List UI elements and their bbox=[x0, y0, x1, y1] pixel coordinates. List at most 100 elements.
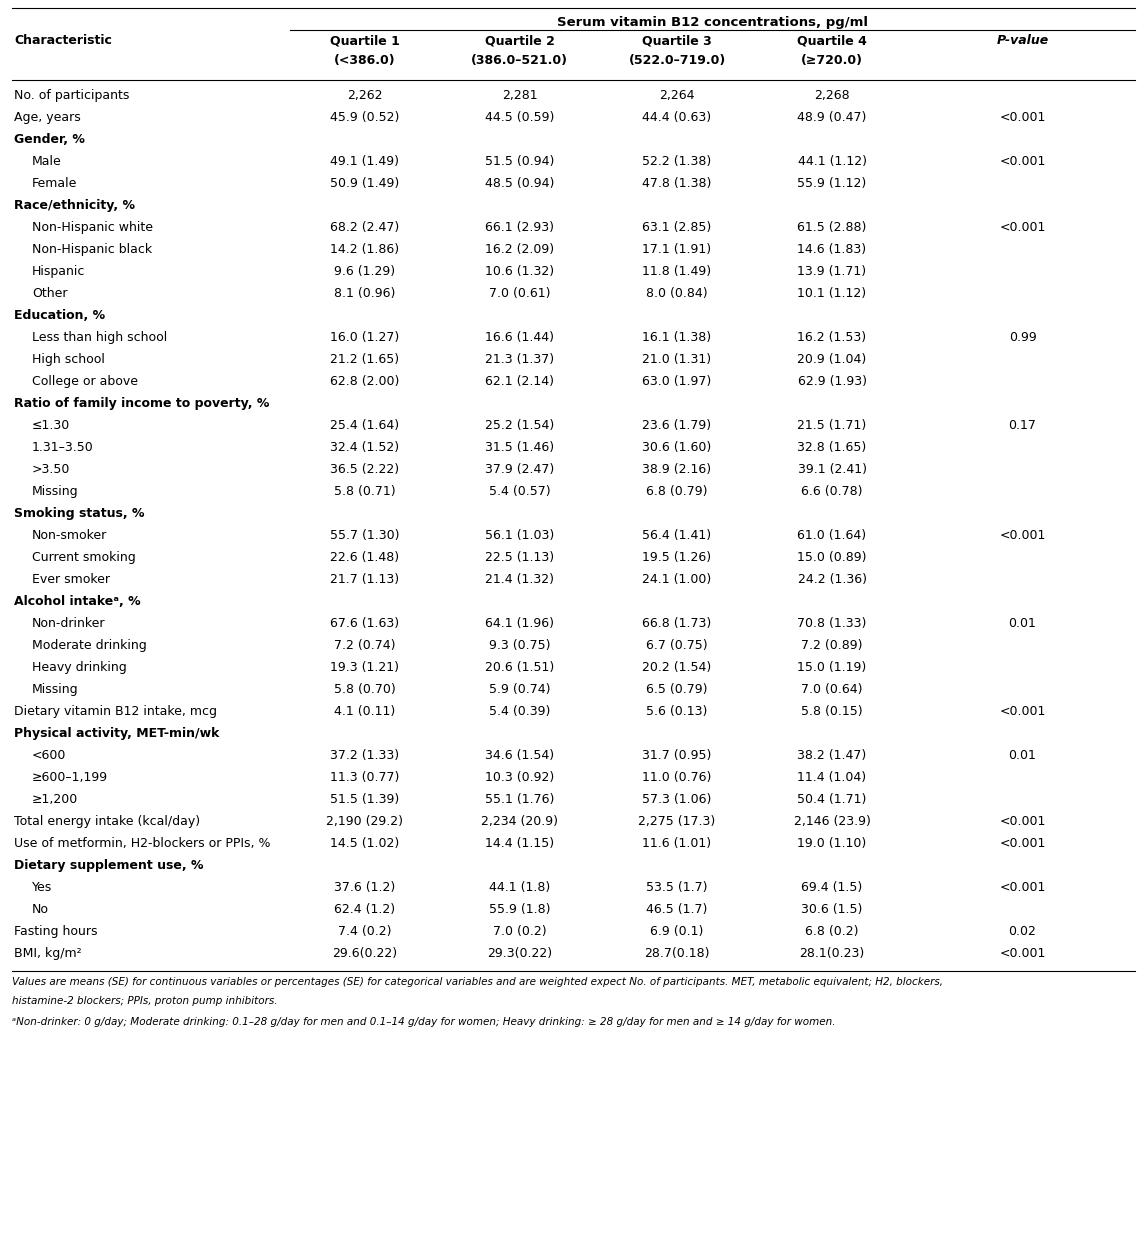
Text: 66.1 (2.93): 66.1 (2.93) bbox=[485, 222, 554, 234]
Text: (522.0–719.0): (522.0–719.0) bbox=[629, 54, 726, 67]
Text: 62.9 (1.93): 62.9 (1.93) bbox=[798, 375, 867, 388]
Text: Total energy intake (kcal/day): Total energy intake (kcal/day) bbox=[14, 815, 200, 828]
Text: 10.6 (1.32): 10.6 (1.32) bbox=[485, 265, 554, 278]
Text: Alcohol intakeᵃ, %: Alcohol intakeᵃ, % bbox=[14, 595, 141, 608]
Text: P-value: P-value bbox=[996, 34, 1049, 47]
Text: 14.6 (1.83): 14.6 (1.83) bbox=[797, 243, 867, 256]
Text: 7.0 (0.61): 7.0 (0.61) bbox=[489, 288, 551, 300]
Text: 0.02: 0.02 bbox=[1009, 925, 1036, 937]
Text: 28.7(0.18): 28.7(0.18) bbox=[645, 947, 710, 960]
Text: 9.3 (0.75): 9.3 (0.75) bbox=[489, 639, 551, 652]
Text: 51.5 (1.39): 51.5 (1.39) bbox=[330, 793, 400, 806]
Text: 0.01: 0.01 bbox=[1009, 749, 1036, 762]
Text: 34.6 (1.54): 34.6 (1.54) bbox=[485, 749, 554, 762]
Text: 16.0 (1.27): 16.0 (1.27) bbox=[330, 331, 400, 344]
Text: 49.1 (1.49): 49.1 (1.49) bbox=[330, 154, 398, 168]
Text: histamine-2 blockers; PPIs, proton pump inhibitors.: histamine-2 blockers; PPIs, proton pump … bbox=[11, 996, 277, 1006]
Text: 32.8 (1.65): 32.8 (1.65) bbox=[797, 441, 867, 454]
Text: 2,234 (20.9): 2,234 (20.9) bbox=[481, 815, 558, 828]
Text: Non-Hispanic white: Non-Hispanic white bbox=[32, 222, 153, 234]
Text: 31.5 (1.46): 31.5 (1.46) bbox=[485, 441, 554, 454]
Text: 39.1 (2.41): 39.1 (2.41) bbox=[798, 463, 867, 476]
Text: High school: High school bbox=[32, 354, 105, 366]
Text: 37.6 (1.2): 37.6 (1.2) bbox=[334, 881, 395, 894]
Text: 2,268: 2,268 bbox=[814, 88, 850, 102]
Text: 44.1 (1.12): 44.1 (1.12) bbox=[798, 154, 867, 168]
Text: 37.2 (1.33): 37.2 (1.33) bbox=[330, 749, 400, 762]
Text: 22.6 (1.48): 22.6 (1.48) bbox=[330, 552, 400, 564]
Text: 9.6 (1.29): 9.6 (1.29) bbox=[334, 265, 395, 278]
Text: 2,281: 2,281 bbox=[502, 88, 537, 102]
Text: 20.6 (1.51): 20.6 (1.51) bbox=[484, 661, 554, 674]
Text: 20.9 (1.04): 20.9 (1.04) bbox=[797, 354, 867, 366]
Text: 23.6 (1.79): 23.6 (1.79) bbox=[642, 420, 711, 432]
Text: 7.4 (0.2): 7.4 (0.2) bbox=[338, 925, 392, 937]
Text: Age, years: Age, years bbox=[14, 111, 81, 124]
Text: 50.4 (1.71): 50.4 (1.71) bbox=[797, 793, 867, 806]
Text: 45.9 (0.52): 45.9 (0.52) bbox=[330, 111, 400, 124]
Text: Hispanic: Hispanic bbox=[32, 265, 86, 278]
Text: 7.0 (0.64): 7.0 (0.64) bbox=[802, 684, 862, 696]
Text: No: No bbox=[32, 903, 49, 916]
Text: Yes: Yes bbox=[32, 881, 53, 894]
Text: 56.1 (1.03): 56.1 (1.03) bbox=[484, 529, 554, 542]
Text: 16.2 (1.53): 16.2 (1.53) bbox=[797, 331, 867, 344]
Text: Male: Male bbox=[32, 154, 62, 168]
Text: Less than high school: Less than high school bbox=[32, 331, 167, 344]
Text: 16.2 (2.09): 16.2 (2.09) bbox=[485, 243, 554, 256]
Text: 22.5 (1.13): 22.5 (1.13) bbox=[485, 552, 554, 564]
Text: 11.8 (1.49): 11.8 (1.49) bbox=[642, 265, 711, 278]
Text: 24.2 (1.36): 24.2 (1.36) bbox=[798, 573, 867, 586]
Text: Serum vitamin B12 concentrations, pg/ml: Serum vitamin B12 concentrations, pg/ml bbox=[556, 16, 868, 29]
Text: (<386.0): (<386.0) bbox=[333, 54, 395, 67]
Text: 66.8 (1.73): 66.8 (1.73) bbox=[642, 618, 712, 630]
Text: 30.6 (1.5): 30.6 (1.5) bbox=[802, 903, 862, 916]
Text: Heavy drinking: Heavy drinking bbox=[32, 661, 127, 674]
Text: 55.9 (1.12): 55.9 (1.12) bbox=[797, 177, 867, 190]
Text: 63.1 (2.85): 63.1 (2.85) bbox=[642, 222, 712, 234]
Text: 44.4 (0.63): 44.4 (0.63) bbox=[642, 111, 711, 124]
Text: 68.2 (2.47): 68.2 (2.47) bbox=[330, 222, 400, 234]
Text: 6.8 (0.2): 6.8 (0.2) bbox=[805, 925, 859, 937]
Text: <600: <600 bbox=[32, 749, 66, 762]
Text: 4.1 (0.11): 4.1 (0.11) bbox=[334, 705, 395, 718]
Text: 32.4 (1.52): 32.4 (1.52) bbox=[330, 441, 400, 454]
Text: 46.5 (1.7): 46.5 (1.7) bbox=[646, 903, 708, 916]
Text: 36.5 (2.22): 36.5 (2.22) bbox=[330, 463, 400, 476]
Text: 11.0 (0.76): 11.0 (0.76) bbox=[642, 771, 712, 784]
Text: 10.1 (1.12): 10.1 (1.12) bbox=[797, 288, 867, 300]
Text: 62.1 (2.14): 62.1 (2.14) bbox=[485, 375, 554, 388]
Text: 21.7 (1.13): 21.7 (1.13) bbox=[330, 573, 400, 586]
Text: 11.3 (0.77): 11.3 (0.77) bbox=[330, 771, 400, 784]
Text: Non-drinker: Non-drinker bbox=[32, 618, 105, 630]
Text: 19.0 (1.10): 19.0 (1.10) bbox=[797, 837, 867, 850]
Text: 29.3(0.22): 29.3(0.22) bbox=[487, 947, 552, 960]
Text: 5.9 (0.74): 5.9 (0.74) bbox=[489, 684, 551, 696]
Text: 16.6 (1.44): 16.6 (1.44) bbox=[485, 331, 554, 344]
Text: 31.7 (0.95): 31.7 (0.95) bbox=[642, 749, 712, 762]
Text: 7.2 (0.74): 7.2 (0.74) bbox=[333, 639, 395, 652]
Text: 0.17: 0.17 bbox=[1009, 420, 1036, 432]
Text: (≥720.0): (≥720.0) bbox=[802, 54, 863, 67]
Text: 29.6(0.22): 29.6(0.22) bbox=[332, 947, 397, 960]
Text: 11.4 (1.04): 11.4 (1.04) bbox=[797, 771, 867, 784]
Text: 55.7 (1.30): 55.7 (1.30) bbox=[330, 529, 400, 542]
Text: 5.4 (0.57): 5.4 (0.57) bbox=[489, 486, 551, 498]
Text: 2,146 (23.9): 2,146 (23.9) bbox=[793, 815, 870, 828]
Text: 38.2 (1.47): 38.2 (1.47) bbox=[797, 749, 867, 762]
Text: BMI, kg/m²: BMI, kg/m² bbox=[14, 947, 81, 960]
Text: 0.99: 0.99 bbox=[1009, 331, 1036, 344]
Text: 69.4 (1.5): 69.4 (1.5) bbox=[802, 881, 862, 894]
Text: 2,275 (17.3): 2,275 (17.3) bbox=[639, 815, 716, 828]
Text: Education, %: Education, % bbox=[14, 309, 105, 322]
Text: Smoking status, %: Smoking status, % bbox=[14, 507, 144, 520]
Text: Fasting hours: Fasting hours bbox=[14, 925, 97, 937]
Text: 61.5 (2.88): 61.5 (2.88) bbox=[797, 222, 867, 234]
Text: ≤1.30: ≤1.30 bbox=[32, 420, 70, 432]
Text: 25.2 (1.54): 25.2 (1.54) bbox=[484, 420, 554, 432]
Text: Gender, %: Gender, % bbox=[14, 133, 85, 146]
Text: 70.8 (1.33): 70.8 (1.33) bbox=[797, 618, 867, 630]
Text: 15.0 (1.19): 15.0 (1.19) bbox=[797, 661, 867, 674]
Text: 56.4 (1.41): 56.4 (1.41) bbox=[642, 529, 711, 542]
Text: 25.4 (1.64): 25.4 (1.64) bbox=[330, 420, 400, 432]
